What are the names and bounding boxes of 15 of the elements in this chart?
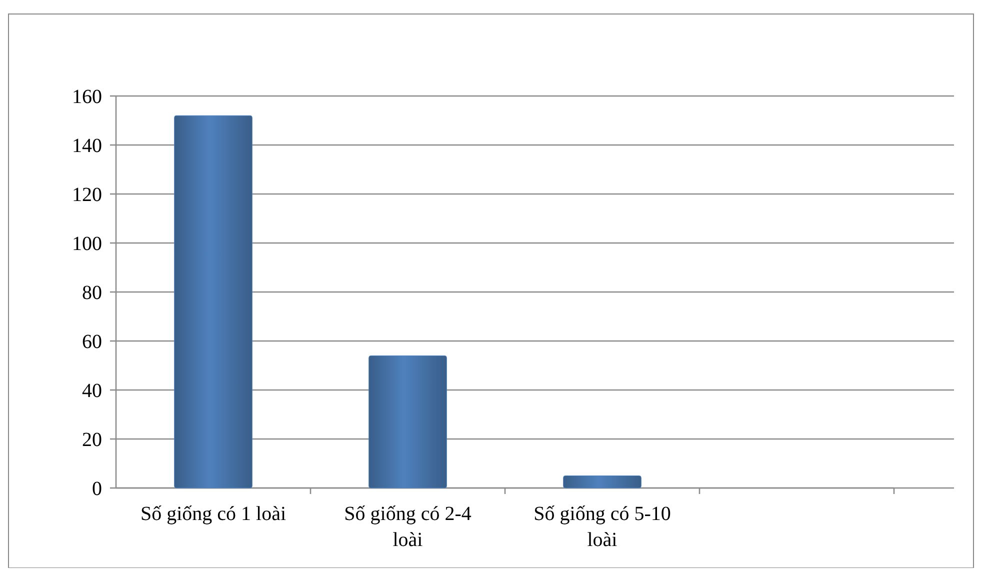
y-tick-label: 160	[72, 86, 102, 108]
y-tick-label: 120	[72, 184, 102, 206]
y-tick-label: 20	[82, 429, 102, 451]
y-tick-label: 60	[82, 331, 102, 353]
x-tick-label: Số giống có 5-10 loài	[534, 503, 671, 551]
y-tick-label: 140	[72, 135, 102, 157]
x-tick-label: Số giống có 2-4 loài	[344, 503, 472, 551]
y-tick-label: 80	[82, 282, 102, 304]
x-tick-label: Số giống có 1 loài	[140, 503, 286, 525]
bar	[174, 115, 252, 488]
bar	[563, 476, 642, 488]
y-tick-label: 40	[82, 380, 102, 402]
y-tick-label: 100	[72, 233, 102, 255]
y-tick-label: 0	[92, 478, 102, 500]
bar	[368, 355, 447, 488]
